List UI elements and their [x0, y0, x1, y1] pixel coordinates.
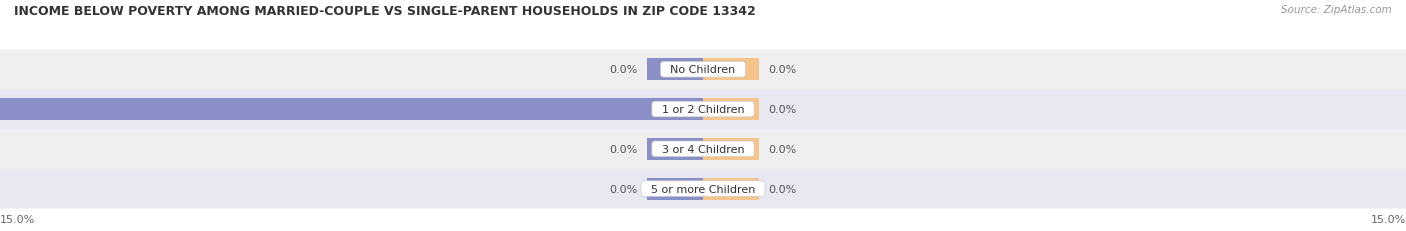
Text: 0.0%: 0.0% — [609, 184, 637, 194]
Text: 0.0%: 0.0% — [609, 65, 637, 75]
Bar — [647, 178, 703, 200]
Bar — [0, 99, 703, 120]
Text: 3 or 4 Children: 3 or 4 Children — [655, 144, 751, 154]
Text: 0.0%: 0.0% — [769, 184, 797, 194]
Text: 15.0%: 15.0% — [1371, 214, 1406, 225]
FancyBboxPatch shape — [0, 129, 1406, 169]
Bar — [703, 178, 759, 200]
Text: 0.0%: 0.0% — [769, 144, 797, 154]
Text: 15.0%: 15.0% — [0, 214, 35, 225]
FancyBboxPatch shape — [0, 50, 1406, 90]
Text: Source: ZipAtlas.com: Source: ZipAtlas.com — [1281, 5, 1392, 15]
Text: 5 or more Children: 5 or more Children — [644, 184, 762, 194]
FancyBboxPatch shape — [0, 90, 1406, 129]
Text: 0.0%: 0.0% — [769, 105, 797, 115]
Text: No Children: No Children — [664, 65, 742, 75]
Text: INCOME BELOW POVERTY AMONG MARRIED-COUPLE VS SINGLE-PARENT HOUSEHOLDS IN ZIP COD: INCOME BELOW POVERTY AMONG MARRIED-COUPL… — [14, 5, 756, 18]
Bar — [703, 138, 759, 160]
Text: 1 or 2 Children: 1 or 2 Children — [655, 105, 751, 115]
Text: 0.0%: 0.0% — [609, 144, 637, 154]
Text: 0.0%: 0.0% — [769, 65, 797, 75]
Bar — [647, 59, 703, 81]
Bar — [703, 99, 759, 120]
FancyBboxPatch shape — [0, 169, 1406, 209]
Bar — [703, 59, 759, 81]
Bar — [647, 138, 703, 160]
